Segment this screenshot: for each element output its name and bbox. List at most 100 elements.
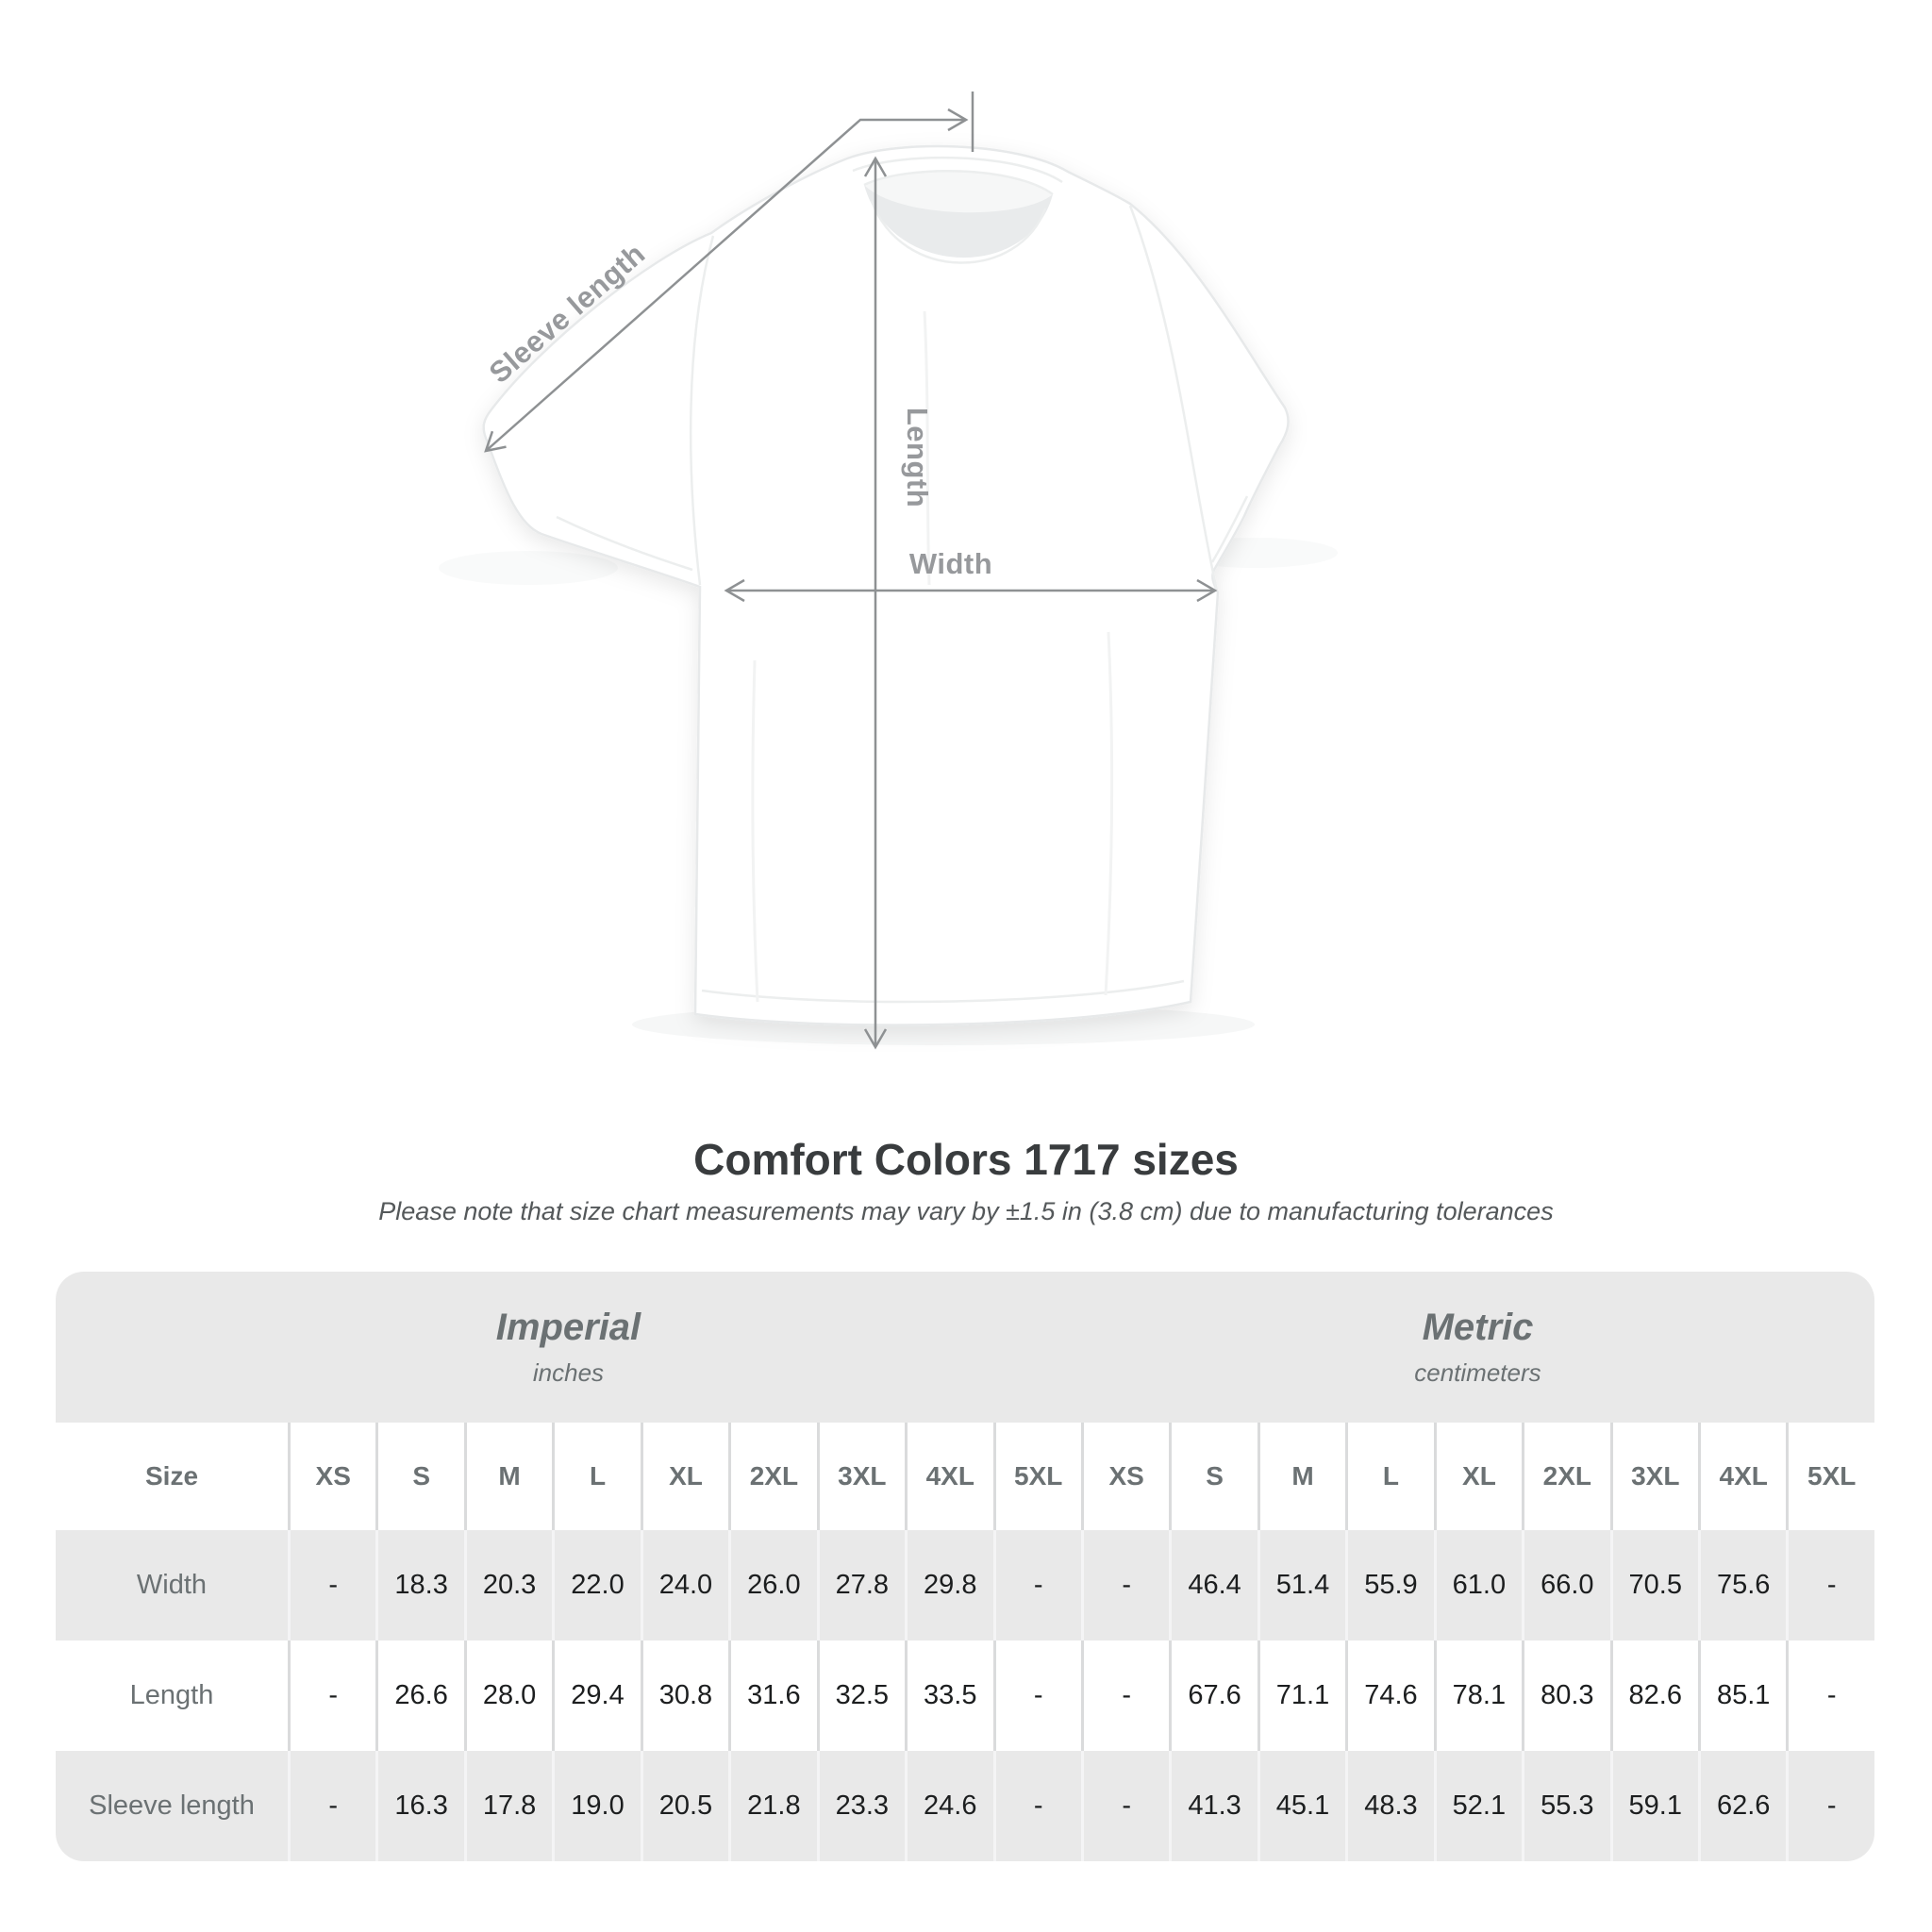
- sleeve-length-arrow: [484, 108, 969, 453]
- metric-size-header: XS: [1080, 1423, 1170, 1530]
- measurement-row-label: Sleeve length: [56, 1751, 288, 1861]
- imperial-value-cell: -: [992, 1641, 1081, 1751]
- page-title: Comfort Colors 1717 sizes: [693, 1135, 1239, 1184]
- imperial-value-cell: 28.0: [463, 1641, 553, 1751]
- measurement-row-label: Width: [56, 1530, 288, 1641]
- metric-value-cell: 48.3: [1345, 1751, 1434, 1861]
- metric-size-header: M: [1257, 1423, 1346, 1530]
- metric-value-cell: 55.3: [1522, 1751, 1610, 1861]
- metric-value-cell: 80.3: [1522, 1641, 1610, 1751]
- imperial-value-cell: 20.3: [463, 1530, 553, 1641]
- metric-value-cell: -: [1786, 1751, 1874, 1861]
- metric-value-cell: 85.1: [1698, 1641, 1787, 1751]
- imperial-value-cell: -: [288, 1751, 376, 1861]
- size-table-wrapper: Imperial inches Metric centimeters Size …: [56, 1272, 1874, 1861]
- measurement-row: Width -18.3 20.3 22.0 24.0 26.0 27.8 29.8- -46.4…: [56, 1530, 1874, 1641]
- tolerance-note: Please note that size chart measurements…: [378, 1197, 1554, 1225]
- metric-size-header: L: [1345, 1423, 1434, 1530]
- metric-value-cell: -: [1786, 1641, 1874, 1751]
- metric-size-header: 4XL: [1698, 1423, 1787, 1530]
- imperial-value-cell: 22.0: [552, 1530, 641, 1641]
- imperial-value-cell: -: [992, 1530, 1081, 1641]
- measurement-row: Sleeve length -16.3 17.8 19.0 20.5 21.8 23.3 24…: [56, 1751, 1874, 1861]
- size-header-row: Size XS S M L XL 2XL 3XL 4XL 5XL XS S M L XL 2XL 3XL 4XL…: [56, 1423, 1874, 1530]
- imperial-size-header: S: [375, 1423, 464, 1530]
- imperial-group-header: Imperial inches: [56, 1272, 1081, 1423]
- metric-group-header: Metric centimeters: [1080, 1272, 1874, 1423]
- imperial-value-cell: 29.4: [552, 1641, 641, 1751]
- left-cuff-stitch: [556, 515, 693, 572]
- imperial-value-cell: -: [992, 1751, 1081, 1861]
- imperial-value-cell: 24.6: [905, 1751, 993, 1861]
- imperial-value-cell: 23.3: [816, 1751, 906, 1861]
- metric-value-cell: 66.0: [1522, 1530, 1610, 1641]
- imperial-value-cell: 20.5: [640, 1751, 729, 1861]
- imperial-value-cell: 21.8: [728, 1751, 817, 1861]
- size-column-title: Size: [56, 1423, 288, 1530]
- imperial-value-cell: 18.3: [375, 1530, 464, 1641]
- metric-value-cell: 41.3: [1169, 1751, 1257, 1861]
- imperial-value-cell: 29.8: [905, 1530, 993, 1641]
- imperial-value-cell: 30.8: [640, 1641, 729, 1751]
- metric-value-cell: 67.6: [1169, 1641, 1257, 1751]
- metric-value-cell: -: [1080, 1641, 1170, 1751]
- imperial-label: Imperial: [495, 1307, 641, 1348]
- measurement-row: Length -26.6 28.0 29.4 30.8 31.6 32.5 33.5- -67.…: [56, 1641, 1874, 1751]
- imperial-value-cell: 19.0: [552, 1751, 641, 1861]
- imperial-value-cell: 24.0: [640, 1530, 729, 1641]
- right-armhole-seam: [1128, 205, 1219, 591]
- metric-value-cell: 75.6: [1698, 1530, 1787, 1641]
- imperial-size-header: 2XL: [728, 1423, 817, 1530]
- imperial-value-cell: 32.5: [816, 1641, 906, 1751]
- tshirt-measurement-diagram: Sleeve length Length Width: [482, 92, 1290, 1050]
- metric-value-cell: 45.1: [1257, 1751, 1346, 1861]
- metric-size-header: 5XL: [1786, 1423, 1874, 1530]
- metric-label: Metric: [1422, 1307, 1534, 1348]
- fabric-crease: [751, 659, 759, 1003]
- imperial-size-header: 5XL: [992, 1423, 1081, 1530]
- imperial-size-header: L: [552, 1423, 641, 1530]
- metric-value-cell: 70.5: [1609, 1530, 1698, 1641]
- imperial-value-cell: 17.8: [463, 1751, 553, 1861]
- metric-value-cell: -: [1786, 1530, 1874, 1641]
- metric-value-cell: 51.4: [1257, 1530, 1346, 1641]
- metric-value-cell: 62.6: [1698, 1751, 1787, 1861]
- imperial-size-header: XS: [288, 1423, 376, 1530]
- metric-size-header: XL: [1433, 1423, 1523, 1530]
- metric-value-cell: 61.0: [1433, 1530, 1523, 1641]
- imperial-value-cell: 26.0: [728, 1530, 817, 1641]
- metric-value-cell: 55.9: [1345, 1530, 1434, 1641]
- table-body: Width -18.3 20.3 22.0 24.0 26.0 27.8 29.8- -46.4…: [56, 1530, 1874, 1861]
- imperial-size-header: 3XL: [816, 1423, 906, 1530]
- metric-value-cell: 52.1: [1433, 1751, 1523, 1861]
- imperial-value-cell: -: [288, 1530, 376, 1641]
- metric-value-cell: 78.1: [1433, 1641, 1523, 1751]
- hem-stitch: [701, 979, 1185, 1004]
- imperial-size-header: M: [463, 1423, 553, 1530]
- width-label: Width: [909, 547, 992, 580]
- metric-value-cell: 59.1: [1609, 1751, 1698, 1861]
- imperial-value-cell: 16.3: [375, 1751, 464, 1861]
- imperial-size-header: XL: [640, 1423, 729, 1530]
- size-chart-table: Imperial inches Metric centimeters Size …: [56, 1272, 1874, 1861]
- metric-size-header: 2XL: [1522, 1423, 1610, 1530]
- metric-unit-label: centimeters: [1414, 1358, 1541, 1387]
- imperial-unit-label: inches: [532, 1358, 605, 1387]
- metric-value-cell: 74.6: [1345, 1641, 1434, 1751]
- imperial-size-header: 4XL: [905, 1423, 993, 1530]
- metric-size-header: 3XL: [1609, 1423, 1698, 1530]
- imperial-value-cell: 31.6: [728, 1641, 817, 1751]
- imperial-value-cell: 27.8: [816, 1530, 906, 1641]
- metric-size-header: S: [1169, 1423, 1257, 1530]
- imperial-value-cell: 33.5: [905, 1641, 993, 1751]
- metric-value-cell: 71.1: [1257, 1641, 1346, 1751]
- length-label: Length: [901, 408, 934, 508]
- metric-value-cell: 82.6: [1609, 1641, 1698, 1751]
- imperial-value-cell: -: [288, 1641, 376, 1751]
- metric-value-cell: -: [1080, 1751, 1170, 1861]
- imperial-value-cell: 26.6: [375, 1641, 464, 1751]
- measurement-row-label: Length: [56, 1641, 288, 1751]
- metric-value-cell: -: [1080, 1530, 1170, 1641]
- fabric-crease: [1104, 631, 1114, 996]
